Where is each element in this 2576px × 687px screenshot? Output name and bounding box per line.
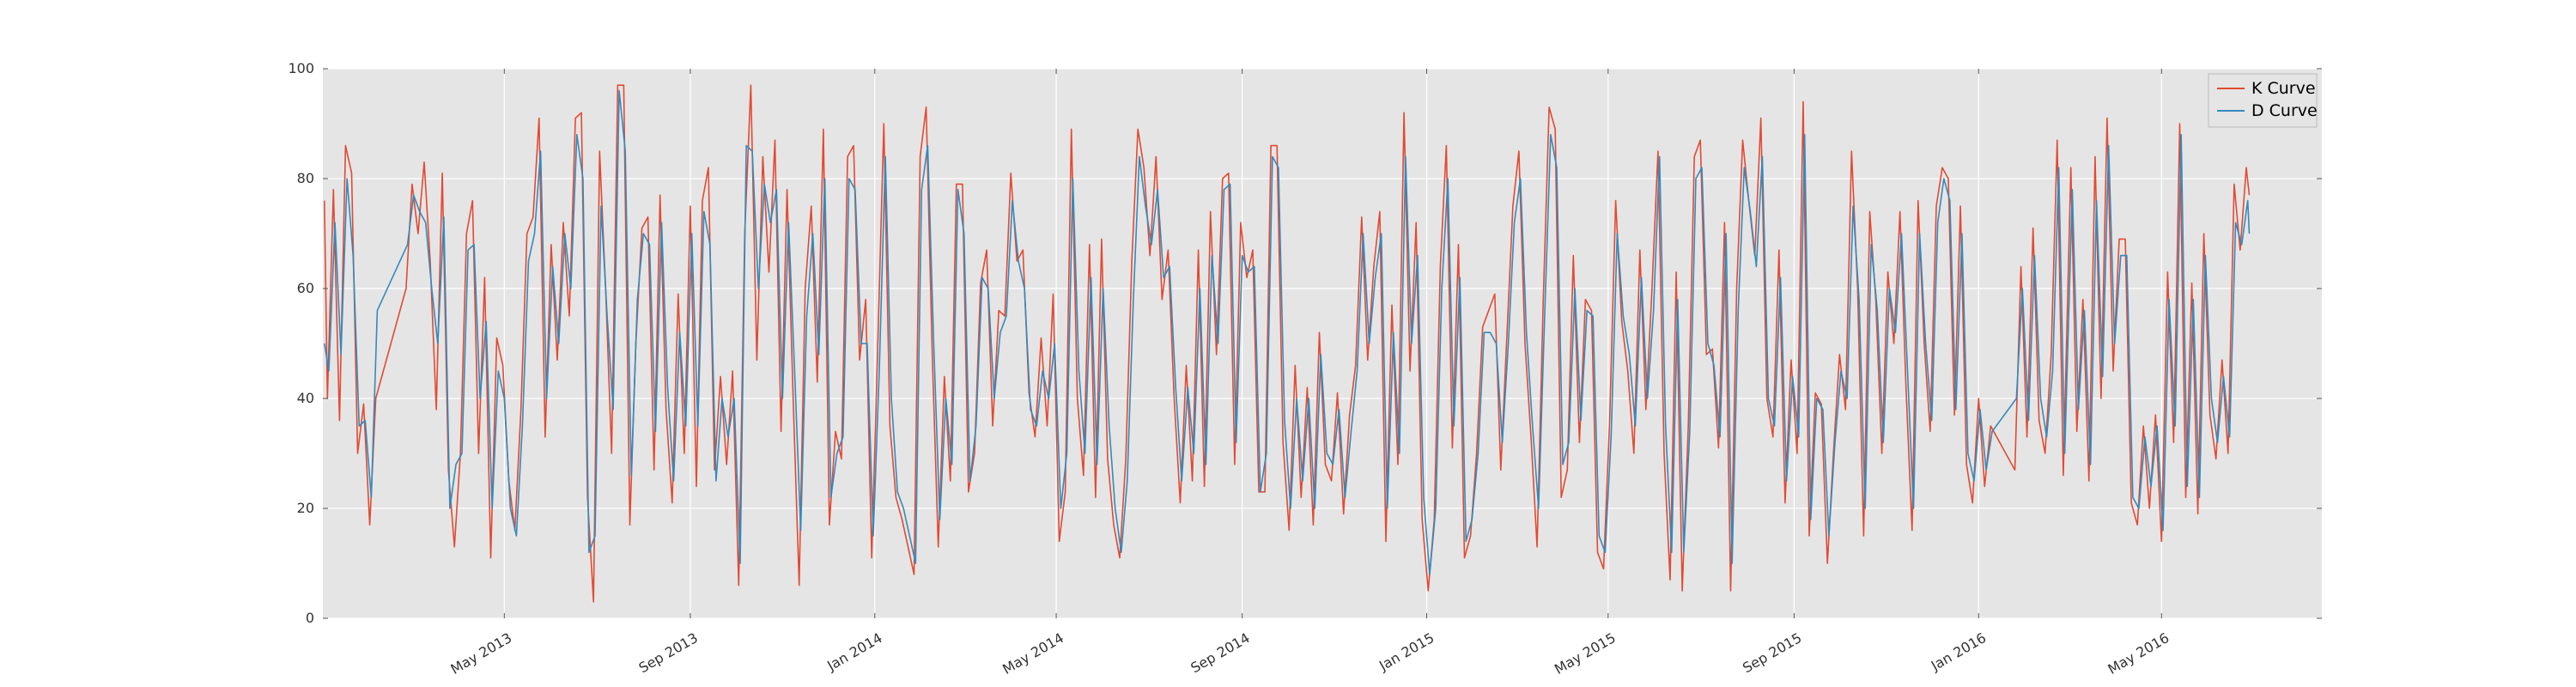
x-tick-label: Sep 2014 xyxy=(1188,629,1252,676)
legend: K Curve D Curve xyxy=(2208,73,2318,128)
x-tick-label: May 2016 xyxy=(2105,629,2172,678)
x-tick-label: May 2015 xyxy=(1552,629,1619,678)
series-line-k-curve xyxy=(324,84,2251,603)
x-tick-label: Jan 2015 xyxy=(1376,629,1437,674)
x-tick-label: Jan 2016 xyxy=(1928,629,1989,674)
y-axis: 0 20 40 60 80 100 xyxy=(288,60,2322,626)
y-tick-label: 100 xyxy=(288,60,314,76)
legend-label-d-curve: D Curve xyxy=(2251,101,2318,120)
x-tick-label: May 2013 xyxy=(447,629,514,678)
plot-area-background xyxy=(323,69,2322,618)
series-line-d-curve xyxy=(324,89,2251,575)
y-tick-label: 60 xyxy=(297,280,314,296)
x-tick-label: Sep 2013 xyxy=(636,629,701,676)
x-tick-label: May 2014 xyxy=(999,629,1066,678)
y-tick-label: 40 xyxy=(297,390,314,406)
y-tick-label: 20 xyxy=(297,500,314,516)
x-tick-label: Sep 2015 xyxy=(1740,629,1804,676)
y-tick-label: 0 xyxy=(306,610,314,626)
legend-box xyxy=(2208,73,2318,128)
y-tick-label: 80 xyxy=(297,170,314,186)
legend-label-k-curve: K Curve xyxy=(2251,79,2316,98)
series-lines xyxy=(324,84,2251,603)
x-tick-label: Jan 2014 xyxy=(823,629,884,674)
